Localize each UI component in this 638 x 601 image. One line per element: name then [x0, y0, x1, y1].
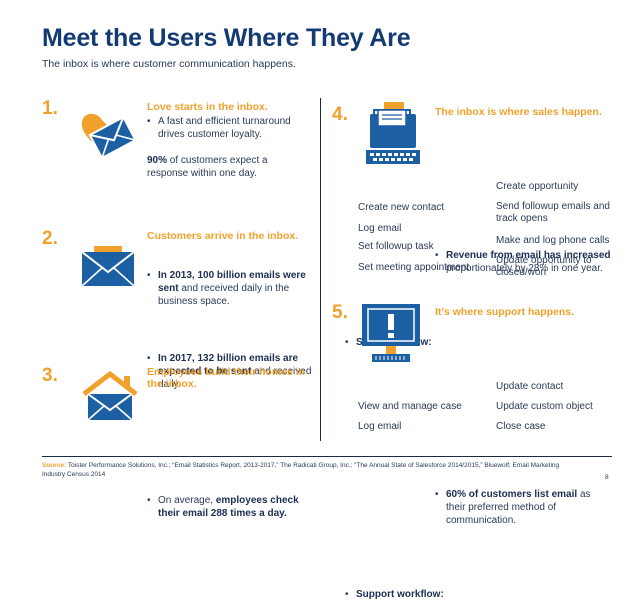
- page-title: Meet the Users Where They Are: [42, 24, 411, 52]
- footer-source: Source: Toister Performance Solutions, I…: [42, 461, 562, 479]
- support-right-item: Update custom object: [496, 401, 593, 412]
- source-text: Toister Performance Solutions, Inc.; “Em…: [42, 462, 560, 478]
- support-right-item: Close case: [496, 421, 546, 432]
- house-envelope-icon: [82, 370, 138, 421]
- section-4-bullet: Revenue from email has increased proport…: [435, 249, 611, 275]
- sales-right-item: Update opportunity to closed/won: [496, 255, 592, 278]
- sales-right-item: Send followup emails and track opens: [496, 201, 610, 224]
- section-1-stat-bold: 90%: [147, 155, 168, 166]
- section-3-number: 3.: [42, 365, 58, 386]
- section-1-bullet: A fast and efficient turnaround drives c…: [147, 115, 318, 141]
- section-2-bullet-1-text: and received daily in the business space…: [158, 283, 290, 307]
- support-workflow-label-text: Support workflow:: [356, 589, 444, 600]
- section-2-bullet-1: In 2013, 100 billion emails were sent an…: [147, 269, 320, 308]
- section-4-bullet-text: proportionately by 28% in one year.: [446, 263, 603, 274]
- source-label: Source:: [42, 462, 67, 469]
- envelope-heart-icon: [81, 113, 137, 160]
- section-3-bullet-pre: On average,: [158, 495, 216, 506]
- section-2-bullet-2-bold: In 2017, 132 billion emails are expected…: [158, 353, 299, 377]
- section-3-heading: Employees build their homes in the inbox…: [147, 366, 306, 390]
- sales-left-item: Set meeting appointment: [358, 262, 470, 273]
- section-2-heading: Customers arrive in the inbox.: [147, 230, 299, 242]
- section-4-heading: The inbox is where sales happen.: [435, 106, 602, 118]
- sales-left-item: Create new contact: [358, 202, 445, 213]
- monitor-alert-icon: [362, 304, 420, 362]
- section-1-stat: 90% of customers expect a response withi…: [147, 154, 307, 180]
- section-2-bullet-1-bold: In 2013, 100 billion emails were sent: [158, 270, 306, 294]
- section-5-heading: It’s where support happens.: [435, 306, 575, 318]
- column-divider: [320, 98, 321, 441]
- page-number: 8: [605, 474, 609, 481]
- section-3-bullet: On average, employees check their email …: [147, 494, 318, 520]
- section-1-number: 1.: [42, 98, 58, 119]
- support-left-item: View and manage case: [358, 401, 462, 412]
- support-workflow-label: Support workflow:: [345, 588, 638, 601]
- section-2-bullet-2: In 2017, 132 billion emails are expected…: [147, 352, 320, 391]
- section-5-number: 5.: [332, 302, 348, 323]
- page-subtitle: The inbox is where customer communicatio…: [42, 58, 296, 70]
- support-left-item: Log email: [358, 421, 402, 432]
- typewriter-icon: [366, 102, 420, 164]
- sales-right-item: Make and log phone calls: [496, 235, 610, 246]
- support-right-item: Update contact: [496, 381, 564, 392]
- section-4-number: 4.: [332, 104, 348, 125]
- section-1-heading: Love starts in the inbox.: [147, 101, 268, 113]
- envelope-card-icon: [81, 246, 135, 287]
- sales-right-item: Create opportunity: [496, 181, 579, 192]
- sales-left-item: Log email: [358, 223, 402, 234]
- section-2-number: 2.: [42, 228, 58, 249]
- section-2-bullet-2-text: and received daily.: [158, 366, 312, 390]
- section-1-bullet-text: A fast and efficient turnaround drives c…: [158, 116, 291, 140]
- section-5-bullet-bold: 60% of customers list email: [446, 489, 578, 500]
- section-1-stat-text: of customers expect a response within on…: [147, 155, 268, 179]
- section-5-bullet: 60% of customers list email as their pre…: [435, 488, 606, 527]
- section-4-bullet-bold: Revenue from email has increased: [446, 250, 611, 261]
- footer-divider: [42, 456, 612, 457]
- sales-left-item: Set followup task: [358, 241, 434, 252]
